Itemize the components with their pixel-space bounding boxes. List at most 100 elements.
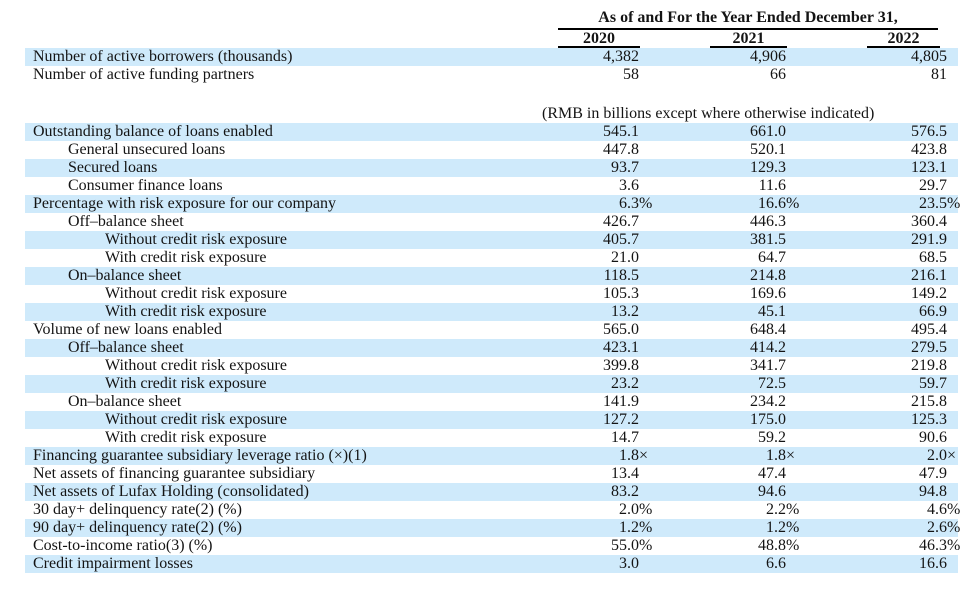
row-value-2022: 215.8 [820, 393, 960, 411]
row-label: Without credit risk exposure [105, 411, 287, 428]
value-suffix [639, 48, 652, 66]
value-number: 59.7 [919, 375, 947, 392]
value-number: 4.6 [927, 501, 947, 518]
value-number: 495.4 [911, 321, 947, 338]
value-suffix: × [786, 447, 796, 464]
row-label: Off–balance sheet [68, 213, 184, 230]
value-suffix: % [786, 537, 800, 554]
value-suffix [786, 123, 799, 141]
value-suffix [786, 483, 799, 501]
value-suffix [947, 375, 960, 393]
table-row: Off–balance sheet 426.7 446.3 360.4 [25, 213, 958, 231]
value-number: 94.8 [919, 483, 947, 500]
row-value-2021: 6.6 [659, 555, 799, 573]
value-number: 4,805 [911, 48, 947, 65]
row-value-2021: 66 [659, 66, 799, 84]
row-value-2021: 648.4 [659, 321, 799, 339]
row-value-2022: 66.9 [820, 303, 960, 321]
value-suffix [639, 411, 652, 429]
row-value-2021: 2.2% [659, 501, 799, 519]
value-number: 66 [770, 66, 786, 83]
table-title: As of and For the Year Ended December 31… [558, 8, 938, 30]
value-number: 447.8 [603, 141, 639, 158]
value-number: 1.2 [619, 519, 639, 536]
table-row: Off–balance sheet 423.1 414.2 279.5 [25, 339, 958, 357]
value-number: 4,906 [750, 48, 786, 65]
row-value-2022: 16.6 [820, 555, 960, 573]
value-number: 46.3 [919, 537, 947, 554]
value-number: 215.8 [911, 393, 947, 410]
value-number: 129.3 [750, 159, 786, 176]
table-row: On–balance sheet 118.5 214.8 216.1 [25, 267, 958, 285]
row-value-2020: 23.2 [512, 375, 652, 393]
row-value-2022: 59.7 [820, 375, 960, 393]
row-value-2021: 1.2% [659, 519, 799, 537]
table-row: Consumer finance loans 3.6 11.6 29.7 [25, 177, 958, 195]
value-number: 1.8 [766, 447, 786, 464]
row-value-2020: 447.8 [512, 141, 652, 159]
row-label: Off–balance sheet [68, 339, 184, 356]
table-row: Number of active funding partners 58 66 81 [25, 66, 958, 84]
value-suffix [786, 465, 799, 483]
row-label: Net assets of financing guarantee subsid… [33, 465, 316, 482]
row-value-2020: 105.3 [512, 285, 652, 303]
value-suffix: % [639, 519, 653, 536]
value-suffix [786, 429, 799, 447]
value-number: 414.2 [750, 339, 786, 356]
value-suffix [639, 231, 652, 249]
value-suffix [639, 357, 652, 375]
value-suffix [639, 66, 652, 84]
value-number: 83.2 [611, 483, 639, 500]
row-value-2020: 83.2 [512, 483, 652, 501]
row-value-2022: 4,805 [820, 48, 960, 66]
row-value-2020: 6.3% [512, 195, 652, 213]
row-value-2022: 216.1 [820, 267, 960, 285]
row-label: Financing guarantee subsidiary leverage … [33, 447, 367, 464]
value-suffix: × [947, 447, 957, 464]
row-label: Secured loans [68, 159, 158, 176]
row-value-2021: 59.2 [659, 429, 799, 447]
value-suffix [947, 465, 960, 483]
value-suffix: % [786, 501, 800, 518]
value-suffix [639, 339, 652, 357]
value-suffix [639, 483, 652, 501]
value-suffix [947, 249, 960, 267]
value-number: 175.0 [750, 411, 786, 428]
value-suffix [639, 465, 652, 483]
row-label: With credit risk exposure [105, 303, 267, 320]
row-value-2020: 93.7 [512, 159, 652, 177]
row-label: Without credit risk exposure [105, 231, 287, 248]
value-number: 93.7 [611, 159, 639, 176]
table-row: Financing guarantee subsidiary leverage … [25, 447, 958, 465]
row-value-2022: 495.4 [820, 321, 960, 339]
value-suffix [947, 231, 960, 249]
value-suffix [639, 267, 652, 285]
value-number: 13.2 [611, 303, 639, 320]
value-suffix [786, 303, 799, 321]
value-suffix [786, 141, 799, 159]
value-number: 23.2 [611, 375, 639, 392]
table-row: Net assets of financing guarantee subsid… [25, 465, 958, 483]
row-value-2022: 423.8 [820, 141, 960, 159]
value-number: 6.3 [619, 195, 639, 212]
row-value-2020: 13.2 [512, 303, 652, 321]
value-number: 4,382 [603, 48, 639, 65]
value-number: 90.6 [919, 429, 947, 446]
value-suffix [639, 555, 652, 573]
row-label: Cost-to-income ratio(3) (%) [33, 537, 213, 554]
value-suffix: % [639, 537, 653, 554]
value-suffix [639, 141, 652, 159]
value-number: 576.5 [911, 123, 947, 140]
row-label: On–balance sheet [68, 267, 182, 284]
row-label: 90 day+ delinquency rate(2) (%) [33, 519, 242, 536]
value-suffix [639, 375, 652, 393]
value-suffix [947, 66, 960, 84]
value-number: 127.2 [603, 411, 639, 428]
row-label: Number of active borrowers (thousands) [33, 48, 293, 65]
row-label: With credit risk exposure [105, 375, 267, 392]
value-suffix [786, 231, 799, 249]
value-suffix [639, 303, 652, 321]
row-label: Net assets of Lufax Holding (consolidate… [33, 483, 309, 500]
value-suffix: % [947, 519, 961, 536]
value-number: 1.2 [766, 519, 786, 536]
